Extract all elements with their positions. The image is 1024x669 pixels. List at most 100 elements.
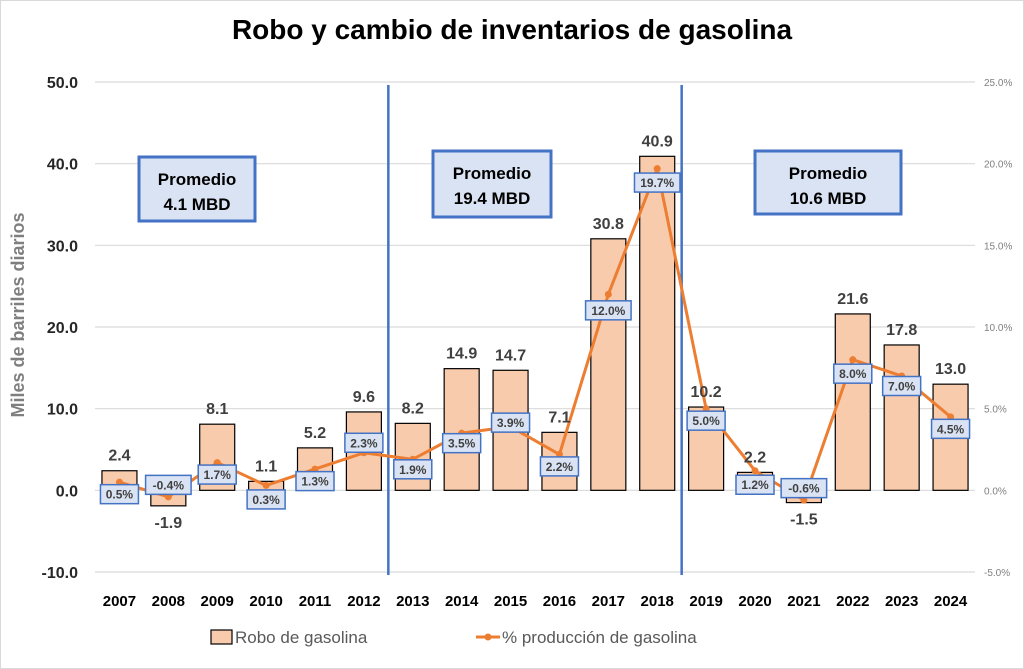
pct-data-label: -0.6% (780, 477, 828, 499)
pct-label-box (344, 432, 384, 454)
pct-label-text: 0.3% (252, 493, 280, 507)
pct-data-label: 2.2% (539, 456, 580, 477)
bar-data-label: 2.4 (108, 448, 130, 465)
bar (834, 313, 871, 491)
pct-data-label: 3.9% (490, 412, 531, 433)
pct-data-label: 19.7% (633, 172, 681, 193)
pct-label-box (490, 412, 531, 433)
bar-data-label: 13.0 (935, 361, 966, 378)
pct-label-box (393, 459, 433, 480)
y-axis-label: Miles de barriles diarios (8, 212, 28, 417)
pct-data-label: 8.0% (833, 363, 873, 384)
bar-data-label: 14.7 (495, 347, 526, 364)
pct-label-box (246, 489, 286, 510)
pct-data-label: 0.3% (246, 489, 286, 510)
bar-data-label: -1.5 (790, 512, 818, 529)
pct-label-box (930, 418, 971, 440)
pct-data-label: 3.5% (441, 432, 482, 454)
pct-data-label: -0.4% (144, 474, 192, 496)
annotation-box (137, 155, 257, 223)
pct-label-text: 2.3% (350, 436, 378, 450)
x-tick-label: 2012 (347, 593, 380, 610)
bar (883, 344, 920, 491)
annotation-line1: Promedio (789, 164, 867, 183)
legend-bar-swatch (210, 629, 233, 645)
pct-label-box (780, 477, 828, 499)
bar (590, 238, 627, 491)
bar-data-label: 30.8 (593, 216, 624, 233)
average-annotation: Promedio 4.1 MBD (137, 155, 257, 223)
x-tick-label: 2007 (103, 593, 136, 610)
x-tick-label: 2022 (836, 593, 869, 610)
y2-tick-label: 5.0% (984, 405, 1007, 416)
y2-tick-label: 15.0% (984, 241, 1012, 252)
y2-tick-label: 0.0% (984, 486, 1007, 497)
annotation-line1: Promedio (453, 164, 531, 183)
bar-data-label: 9.6 (353, 389, 375, 406)
pct-label-text: 1.3% (301, 475, 329, 489)
average-annotation: Promedio 19.4 MBD (431, 149, 553, 219)
legend-bar-label: Robo de gasolina (235, 628, 368, 647)
pct-data-label: 2.3% (344, 432, 384, 454)
bar-data-label: 2.2 (744, 449, 766, 466)
chart-title: Robo y cambio de inventarios de gasolina (231, 14, 793, 45)
pct-label-text: -0.6% (788, 482, 820, 496)
annotation-line2: 19.4 MBD (454, 189, 531, 208)
pct-label-box (197, 464, 237, 485)
y2-tick-label: 10.0% (984, 323, 1012, 334)
pct-label-box (441, 432, 482, 454)
pct-label-box (295, 470, 335, 492)
bar-data-label: 1.1 (255, 458, 277, 475)
x-tick-label: 2013 (396, 593, 429, 610)
annotation-box (753, 149, 903, 216)
x-tick-label: 2011 (299, 593, 332, 610)
annotation-line2: 4.1 MBD (163, 195, 230, 214)
y-tick-label: -10.0 (42, 565, 79, 582)
x-tick-label: 2023 (885, 593, 918, 610)
pct-label-text: -0.4% (153, 478, 185, 492)
pct-labels: 0.5% -0.4% 1.7% 0.3% 1.3% 2.3% 1.9% 3.5% 3.9% 2.2… (99, 172, 971, 510)
bar-data-label: 21.6 (837, 291, 868, 308)
x-tick-label: 2016 (543, 593, 576, 610)
pct-label-text: 3.9% (497, 416, 525, 430)
y-tick-label: 50.0 (47, 75, 78, 92)
bar-data-label: 5.2 (304, 425, 326, 442)
pct-label-box (881, 375, 922, 397)
line-marker (849, 356, 857, 364)
right-axis-ticks: 25.0% 20.0% 15.0% 10.0% 5.0% 0.0% -5.0% (984, 78, 1012, 579)
pct-label-text: 1.9% (399, 463, 427, 477)
pct-label-box (686, 410, 726, 431)
x-tick-label: 2021 (787, 593, 820, 610)
pct-data-label: 5.0% (686, 410, 726, 431)
pct-label-text: 19.7% (640, 176, 674, 190)
y-tick-label: 20.0 (47, 320, 78, 337)
legend-line-label: % producción de gasolina (502, 628, 697, 647)
x-tick-label: 2020 (738, 593, 771, 610)
pct-label-text: 2.2% (546, 460, 574, 474)
y-tick-label: 40.0 (47, 157, 78, 174)
x-tick-label: 2014 (445, 593, 479, 610)
category-labels: 2007 2008 2009 2010 2011 2012 2013 2014 2015 2016… (103, 593, 968, 610)
average-annotation: Promedio 10.6 MBD (753, 149, 903, 216)
bar-data-label: 8.2 (402, 400, 424, 417)
pct-label-box (633, 172, 681, 193)
annotation-box (431, 149, 553, 219)
bar (443, 368, 480, 491)
x-tick-label: 2009 (201, 593, 234, 610)
pct-label-box (584, 300, 632, 321)
pct-label-text: 5.0% (692, 414, 720, 428)
bar-labels: 2.4 -1.9 8.1 1.1 5.2 9.6 8.2 14.9 14.7 7.1 30.8 40.… (108, 133, 966, 532)
y-tick-label: 30.0 (47, 238, 78, 255)
average-annotations: Promedio 4.1 MBD Promedio 19.4 MBD Promedio 1… (137, 149, 903, 223)
x-tick-label: 2018 (641, 593, 674, 610)
pct-data-label: 1.2% (735, 474, 775, 495)
left-axis-ticks: 50.0 40.0 30.0 20.0 10.0 0.0 -10.0 (42, 75, 79, 582)
pct-label-text: 1.7% (204, 468, 232, 482)
bar-data-label: 10.2 (691, 384, 722, 401)
bar-data-label: 8.1 (206, 401, 228, 418)
pct-data-label: 1.9% (393, 459, 433, 480)
annotation-line1: Promedio (158, 170, 236, 189)
period-separators (387, 85, 683, 575)
x-tick-label: 2019 (689, 593, 722, 610)
